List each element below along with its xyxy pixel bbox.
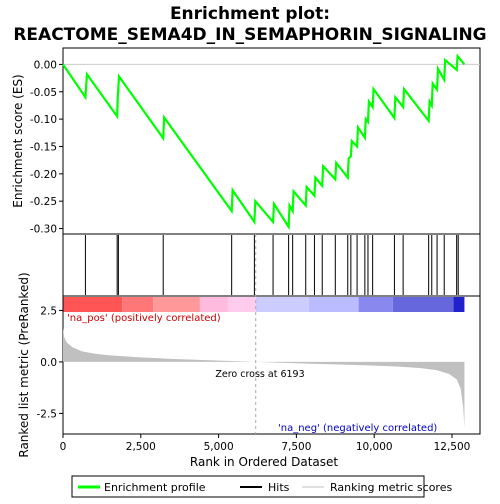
legend: Enrichment profile Hits Ranking metric s… <box>71 475 452 498</box>
x-axis-label: Rank in Ordered Dataset <box>190 455 338 469</box>
zero-cross-label: Zero cross at 6193 <box>215 369 304 380</box>
metric-ylabel: Ranked list metric (PreRanked) <box>17 272 31 457</box>
metric-ytick-label: -2.5 <box>37 408 58 420</box>
legend-metric-label: Ranking metric scores <box>330 481 452 494</box>
color-bar-segment <box>122 297 154 312</box>
title-line-1: Enrichment plot: <box>170 4 330 24</box>
metric-ytick-label: 0.0 <box>40 357 57 369</box>
x-tick-label: 12,500 <box>434 441 471 453</box>
es-profile-line <box>62 53 466 231</box>
color-bar-segment <box>358 297 393 312</box>
es-ytick-label: -0.20 <box>30 169 57 181</box>
es-ytick-label: -0.05 <box>30 87 57 99</box>
pos-label: 'na_pos' (positively correlated) <box>67 313 221 324</box>
es-ytick-label: -0.25 <box>30 196 57 208</box>
es-panel: 0.00 -0.05 -0.10 -0.15 -0.20 -0.25 -0.30 Enric… <box>11 47 481 236</box>
color-bar-segment <box>63 297 123 312</box>
x-tick-label: 0 <box>60 441 67 453</box>
ranking-color-bar <box>63 297 465 312</box>
x-tick-label: 2,500 <box>126 441 156 453</box>
hits-panel <box>62 233 481 297</box>
es-ytick-label: 0.00 <box>34 59 57 71</box>
es-ylabel: Enrichment score (ES) <box>11 74 25 207</box>
metric-panel-frame <box>62 295 481 435</box>
x-tick-label: 5,000 <box>204 441 234 453</box>
metric-ytick-label: 2.5 <box>40 305 57 317</box>
legend-hits-label: Hits <box>268 481 290 494</box>
legend-enrichment-label: Enrichment profile <box>104 481 206 494</box>
x-tick-label: 10,000 <box>356 441 393 453</box>
color-bar-segment <box>153 297 200 312</box>
title-line-2: REACTOME_SEMA4D_IN_SEMAPHORIN_SIGNALING <box>13 25 486 45</box>
color-bar-segment <box>227 297 256 312</box>
es-ytick-label: -0.10 <box>30 114 57 126</box>
color-bar-segment <box>392 297 454 312</box>
es-ytick-label: -0.15 <box>30 141 57 153</box>
color-bar-segment <box>308 297 359 312</box>
color-bar-segment <box>255 297 309 312</box>
neg-label: 'na_neg' (negatively correlated) <box>278 423 437 434</box>
es-ytick-label: -0.30 <box>30 224 57 236</box>
x-tick-label: 7,500 <box>281 441 311 453</box>
metric-panel: 2.5 0.0 -2.5 'na_pos' (positively correlat… <box>17 234 481 458</box>
color-bar-segment <box>199 297 228 312</box>
color-bar-segment <box>453 297 465 312</box>
